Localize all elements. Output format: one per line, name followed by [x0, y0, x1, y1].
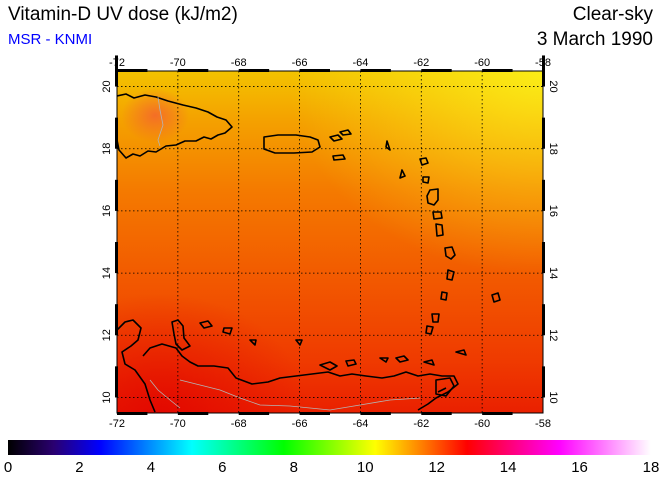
south-america-coast: [117, 319, 459, 413]
sky-condition-label: Clear-sky: [572, 4, 653, 25]
longitude-label: -68: [231, 57, 247, 69]
latitude-labels-right: 10 12 14 16 18 20: [547, 80, 559, 403]
longitude-label: -72: [109, 418, 125, 430]
frame-bar-bottom: [421, 412, 452, 415]
frame-bar-bottom: [299, 412, 330, 415]
date-label: 3 March 1990: [536, 29, 653, 50]
longitude-labels-bottom: -72 -70 -68 -66 -64 -62 -60 -58: [109, 418, 551, 430]
longitude-label: -66: [292, 418, 308, 430]
frame-bar-right: [542, 179, 545, 211]
latitude-label: 18: [101, 143, 113, 155]
frame-bar-top: [238, 69, 270, 72]
frame-bar-bottom: [360, 412, 391, 415]
frame-bar-top: [482, 69, 513, 72]
frame-bar-right: [542, 366, 545, 398]
latitude-label: 20: [547, 80, 559, 92]
colorbar-tick-label: 6: [218, 459, 227, 476]
longitude-label: -70: [170, 57, 186, 69]
frame-bar-left: [115, 117, 118, 149]
uv-dose-map: -72 -70 -68 -66 -64 -62 -60 -58 -72 -70 -68 -66 -64…: [101, 55, 559, 430]
curacao-aruba-coast: [171, 319, 233, 351]
latitude-label: 16: [101, 205, 113, 217]
frame-bar-left: [115, 179, 118, 211]
lesser-antilles-coast: [385, 140, 501, 335]
latitude-label: 20: [101, 80, 113, 92]
longitude-label: -68: [231, 418, 247, 430]
frame-bar-left: [115, 366, 118, 398]
islands-south-coast: [249, 339, 467, 371]
colorbar-tick-label: 8: [289, 459, 298, 476]
latitude-label: 12: [101, 329, 113, 341]
colorbar-tick-label: 12: [428, 459, 445, 476]
longitude-label: -60: [474, 418, 490, 430]
longitude-label: -72: [109, 57, 125, 69]
longitude-label: -58: [535, 418, 551, 430]
frame-bar-bottom: [177, 412, 209, 415]
frame-bar-bottom: [482, 412, 513, 415]
colorbar-tick-label: 16: [571, 459, 588, 476]
puerto-rico-coast: [263, 134, 321, 154]
frame-bar-right: [542, 55, 545, 87]
colorbar-tick-label: 0: [3, 459, 13, 476]
trinidad-coast: [435, 377, 455, 397]
frame-bar-right: [542, 242, 545, 274]
latitude-label: 18: [547, 143, 559, 155]
longitude-label: -58: [535, 57, 551, 69]
longitude-label: -70: [170, 418, 186, 430]
longitude-label: -66: [292, 57, 308, 69]
longitude-label: -60: [474, 57, 490, 69]
frame-bar-top: [299, 69, 330, 72]
colorbar-labels: 0 2 4 6 8 10 12 14 16 18: [0, 459, 665, 479]
latitude-label: 14: [547, 267, 559, 279]
frame-bar-bottom: [117, 412, 148, 415]
colorbar-tick-label: 10: [356, 459, 374, 476]
latitude-labels-left: 10 12 14 16 18 20: [101, 80, 113, 403]
frame-bar-left: [115, 55, 118, 87]
frame-bar-left: [115, 304, 118, 336]
frame-bar-right: [542, 117, 545, 149]
virgin-islands-coast: [329, 129, 352, 161]
colorbar: [8, 440, 651, 455]
longitude-label: -64: [352, 57, 368, 69]
colorbar-tick-label: 18: [642, 459, 660, 476]
frame-bar-top: [421, 69, 452, 72]
longitude-label: -62: [413, 418, 429, 430]
latitude-label: 14: [101, 267, 113, 279]
latitude-label: 16: [547, 205, 559, 217]
map-graticule: [117, 71, 543, 413]
frame-bar-top: [117, 69, 148, 72]
colorbar-tick-label: 14: [499, 459, 517, 476]
latitude-label: 10: [547, 391, 559, 403]
latitude-label: 10: [101, 391, 113, 403]
frame-bar-right: [542, 304, 545, 336]
colorbar-tick-label: 4: [146, 459, 156, 476]
frame-bar-bottom: [238, 412, 270, 415]
longitude-label: -62: [413, 57, 429, 69]
map-title: Vitamin-D UV dose (kJ/m2): [8, 4, 238, 25]
longitude-label: -64: [352, 418, 368, 430]
longitude-labels-top: -72 -70 -68 -66 -64 -62 -60 -58: [109, 57, 551, 69]
map-frame-bars: [115, 55, 545, 415]
frame-bar-top: [360, 69, 391, 72]
source-label: MSR - KNMI: [8, 31, 93, 48]
hispaniola-coast: [117, 93, 233, 159]
frame-bar-left: [115, 242, 118, 274]
haiti-dr-border: [157, 96, 164, 147]
frame-bar-top: [177, 69, 209, 72]
colorbar-tick-label: 2: [75, 459, 84, 476]
uv-field-hispaniola: [117, 71, 543, 413]
latitude-label: 12: [547, 329, 559, 341]
venezuela-colombia-border: [149, 379, 421, 411]
